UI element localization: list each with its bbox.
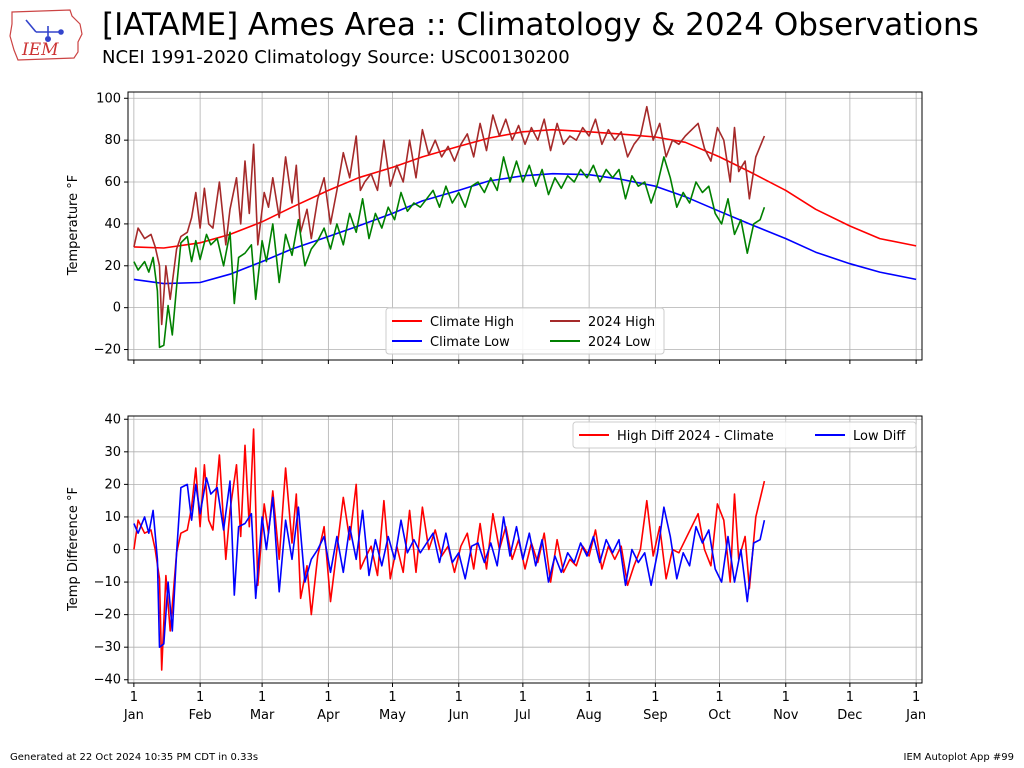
- series-line-climate-high: [133, 128, 917, 249]
- y-tick-label: −20: [94, 343, 121, 358]
- x-tick-month-label: Jun: [448, 708, 469, 723]
- x-tick-day-label: 1: [846, 690, 854, 705]
- difference-lines: [133, 428, 766, 671]
- temperature-panel: −20 0 20 40 60 80 100 Climate High Climate Low 2…: [66, 91, 923, 364]
- y-tick-label: 10: [104, 510, 121, 525]
- series-line-2024-high: [133, 105, 766, 326]
- app-label: IEM Autoplot App #99: [903, 752, 1014, 763]
- difference-legend: High Diff 2024 - Climate Low Diff: [572, 421, 917, 449]
- temperature-legend: Climate High Climate Low 2024 High 2024 Low: [385, 307, 665, 355]
- temperature-ticks: −20 0 20 40 60 80 100: [94, 91, 917, 364]
- x-tick-month-label: May: [379, 708, 406, 723]
- x-tick-month-label: Jan: [123, 708, 144, 723]
- temperature-axes-frame: [127, 91, 923, 361]
- difference-panel: −40 −30 −20 −10 0 10 20 30 40 1 Jan 1 Feb 1 Mar 1 Apr 1 Ma…: [66, 412, 926, 723]
- y-tick-label: −10: [94, 575, 121, 590]
- legend-label-climate-low: Climate Low: [430, 335, 510, 350]
- series-line-2024-low: [133, 156, 766, 349]
- y-tick-label: −40: [94, 673, 121, 688]
- x-tick-day-label: 1: [258, 690, 266, 705]
- y-tick-label: 40: [104, 412, 121, 427]
- y-tick-label: 0: [113, 543, 121, 558]
- x-tick-month-label: Apr: [317, 708, 340, 723]
- y-tick-label: 20: [104, 259, 121, 274]
- legend-label-2024-high: 2024 High: [588, 315, 655, 330]
- difference-y-axis-label: Temp Difference °F: [66, 487, 81, 612]
- y-tick-label: 60: [104, 175, 121, 190]
- legend-box: [385, 307, 665, 355]
- x-tick-day-label: 1: [782, 690, 790, 705]
- legend-box: [572, 421, 917, 449]
- x-tick-month-label: Feb: [189, 708, 212, 723]
- x-tick-day-label: 1: [130, 690, 138, 705]
- x-tick-day-label: 1: [455, 690, 463, 705]
- x-tick-month-label: Jan: [905, 708, 926, 723]
- x-tick-day-label: 1: [651, 690, 659, 705]
- y-tick-label: −30: [94, 640, 121, 655]
- axes-frame: [127, 91, 923, 361]
- legend-label-2024-low: 2024 Low: [588, 335, 651, 350]
- y-tick-label: 40: [104, 217, 121, 232]
- x-tick-day-label: 1: [519, 690, 527, 705]
- x-tick-day-label: 1: [715, 690, 723, 705]
- x-tick-day-label: 1: [196, 690, 204, 705]
- x-tick-day-label: 1: [912, 690, 920, 705]
- generated-timestamp: Generated at 22 Oct 2024 10:35 PM CDT in…: [10, 752, 259, 763]
- legend-label-low-diff: Low Diff: [853, 429, 906, 444]
- x-tick-month-label: Mar: [250, 708, 275, 723]
- y-tick-label: 80: [104, 133, 121, 148]
- temperature-lines: [133, 105, 917, 349]
- y-tick-label: −20: [94, 608, 121, 623]
- legend-label-high-diff-2024-climate: High Diff 2024 - Climate: [617, 429, 774, 444]
- difference-ticks: −40 −30 −20 −10 0 10 20 30 40 1 Jan 1 Feb 1 Mar 1 Apr 1 Ma…: [94, 412, 927, 723]
- series-line-climate-low: [133, 172, 917, 285]
- x-tick-day-label: 1: [585, 690, 593, 705]
- page-title: [IATAME] Ames Area :: Climatology & 2024…: [102, 7, 979, 43]
- x-tick-day-label: 1: [324, 690, 332, 705]
- y-tick-label: 20: [104, 477, 121, 492]
- x-tick-month-label: Jul: [514, 708, 531, 723]
- x-tick-month-label: Oct: [708, 708, 730, 723]
- iowa-map-outline: [9, 9, 83, 61]
- x-tick-month-label: Sep: [643, 708, 668, 723]
- iem-logo: IEM: [9, 9, 83, 61]
- y-tick-label: 0: [113, 301, 121, 316]
- y-tick-label: 30: [104, 445, 121, 460]
- x-tick-month-label: Dec: [837, 708, 862, 723]
- legend-label-climate-high: Climate High: [430, 315, 514, 330]
- series-line-low-diff: [133, 477, 766, 648]
- series-line-high-diff-2024-climate: [133, 428, 766, 671]
- temperature-y-axis-label: Temperature °F: [66, 175, 81, 276]
- x-tick-day-label: 1: [388, 690, 396, 705]
- x-tick-month-label: Aug: [576, 708, 601, 723]
- x-tick-month-label: Nov: [773, 708, 799, 723]
- logo-text: IEM: [21, 40, 59, 60]
- y-tick-label: 100: [96, 91, 121, 106]
- page-subtitle: NCEI 1991-2020 Climatology Source: USC00…: [102, 47, 570, 68]
- weather-instrument-icon: [25, 19, 64, 42]
